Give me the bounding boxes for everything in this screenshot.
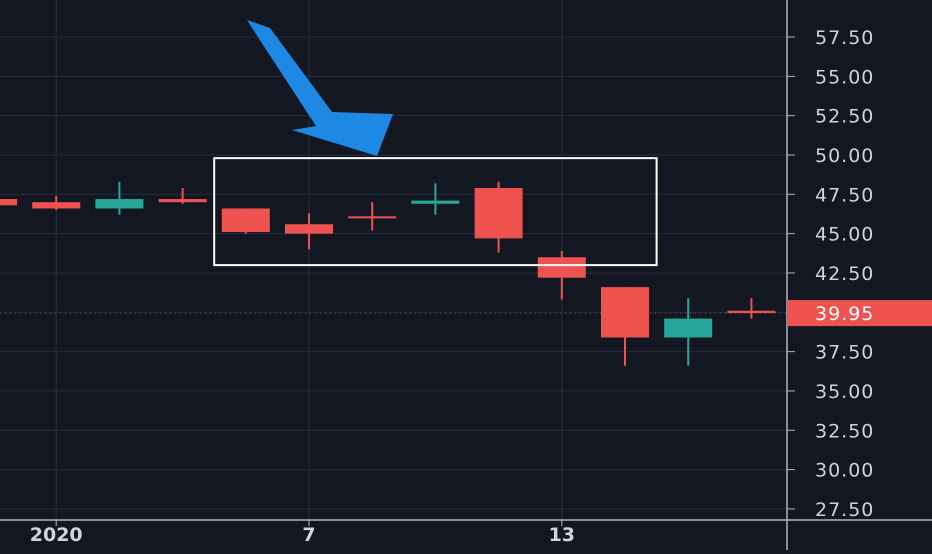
candle[interactable] [474, 181, 523, 253]
candle[interactable] [348, 202, 397, 231]
candle[interactable] [601, 287, 649, 366]
candle-body [601, 287, 649, 338]
price-tick-label: 52.50 [815, 106, 874, 128]
candle-body [158, 199, 207, 203]
candle-body [221, 208, 270, 233]
time-tick-label: 7 [302, 524, 315, 546]
candle[interactable] [411, 183, 460, 215]
candle-body [348, 216, 397, 219]
candle-body [32, 202, 81, 209]
candle[interactable] [95, 181, 144, 215]
candle-body [95, 199, 144, 209]
price-tick-label: 50.00 [815, 145, 874, 167]
time-tick-label: 13 [549, 524, 575, 546]
price-tick-label: 45.00 [815, 224, 874, 246]
candle[interactable] [0, 199, 17, 206]
time-axis[interactable]: 2020 7 13 [30, 520, 575, 546]
candle-body [0, 199, 17, 206]
price-tick-label: 27.50 [815, 499, 874, 521]
candle-body [285, 224, 333, 234]
candle-body [727, 310, 776, 314]
candle[interactable] [32, 195, 81, 211]
price-tick-label: 35.00 [815, 381, 874, 403]
candle-body [411, 200, 460, 204]
last-price-tag-bg [787, 300, 932, 327]
candle[interactable] [158, 188, 207, 204]
candle-body [474, 188, 523, 239]
annotation-arrow[interactable] [247, 20, 393, 156]
candle[interactable] [664, 298, 713, 366]
price-tick-label: 37.50 [815, 342, 874, 364]
price-tick-label: 57.50 [815, 27, 874, 49]
candle[interactable] [537, 250, 586, 300]
horizontal-gridlines [0, 36, 787, 510]
candle[interactable] [727, 298, 776, 319]
last-price-tag: 39.95 [787, 300, 932, 327]
price-tick-label: 55.00 [815, 66, 874, 88]
price-tick-label: 30.00 [815, 460, 874, 482]
candles [0, 181, 776, 366]
candle[interactable] [285, 213, 333, 250]
price-tick-label: 47.50 [815, 184, 874, 206]
candle-body [664, 318, 713, 338]
price-tick-label: 32.50 [815, 420, 874, 442]
candle-body [537, 257, 586, 278]
highlight-rectangle[interactable] [213, 157, 658, 267]
price-tick-label: 42.50 [815, 263, 874, 285]
candle[interactable] [221, 208, 270, 234]
time-tick-label: 2020 [30, 524, 83, 546]
last-price-tag-label: 39.95 [815, 303, 874, 325]
price-axis[interactable]: 27.50 30.00 32.50 35.00 37.50 42.50 45.00 47.50… [787, 27, 874, 521]
